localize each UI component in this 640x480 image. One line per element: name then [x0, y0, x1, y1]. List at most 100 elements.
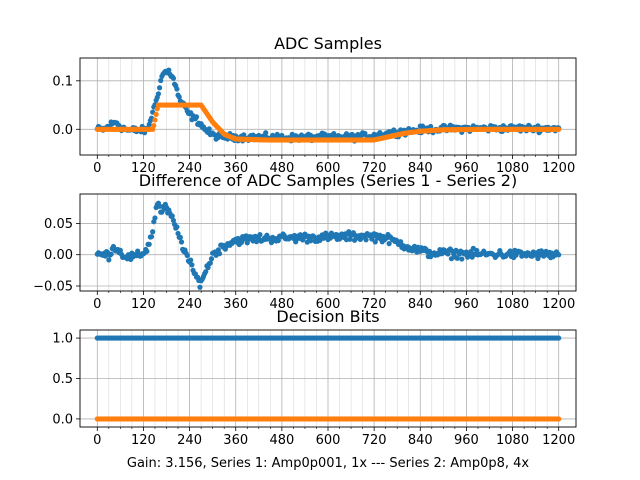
series-series-2 [94, 416, 562, 422]
footer-caption: Gain: 3.156, Series 1: Amp0p001, 1x --- … [127, 456, 530, 471]
x-tick-label: 1080 [496, 297, 529, 312]
data-point [178, 239, 185, 245]
axes-frame [79, 57, 577, 156]
data-point [153, 111, 159, 117]
y-tick-label: 0.1 [52, 74, 73, 89]
data-point [155, 91, 162, 97]
x-tick-label: 120 [131, 433, 156, 448]
data-point [362, 130, 368, 137]
data-point [174, 86, 180, 92]
data-point [454, 255, 460, 261]
x-tick-label: 0 [93, 297, 101, 312]
x-tick-label: 720 [362, 297, 387, 312]
x-tick-label: 480 [269, 297, 294, 312]
chart-title-difference: Difference of ADC Samples (Series 1 - Se… [139, 171, 517, 190]
data-point [372, 239, 378, 245]
y-tick-label: 0.5 [52, 372, 73, 387]
x-tick-label: 1080 [496, 433, 529, 448]
data-point [170, 75, 177, 81]
axes-frame [79, 193, 577, 292]
data-point [216, 251, 223, 257]
x-tick-label: 1080 [496, 161, 529, 176]
data-point [556, 335, 562, 341]
x-tick-label: 840 [408, 433, 433, 448]
y-tick-label: 0.0 [52, 412, 73, 427]
x-tick-label: 360 [223, 297, 248, 312]
axes-frame [79, 329, 577, 428]
data-point [156, 85, 163, 91]
data-point [106, 257, 112, 263]
x-tick-label: 840 [408, 297, 433, 312]
data-point [556, 416, 562, 422]
data-point [208, 256, 215, 262]
panel-decision-bits: 0 120 240 360 480 600 720 840 960 1080 1200 0.0 0.5 1… [52, 329, 577, 448]
data-point [556, 252, 562, 258]
data-point [148, 234, 155, 240]
x-tick-label: 480 [269, 433, 294, 448]
data-point [166, 67, 172, 73]
data-point [346, 229, 352, 235]
data-point [257, 232, 263, 238]
x-tick-label: 1200 [542, 433, 575, 448]
data-point [203, 269, 209, 275]
x-tick-label: 960 [454, 297, 479, 312]
data-point [108, 251, 114, 257]
data-point [197, 284, 203, 290]
data-point [152, 117, 158, 123]
x-tick-label: 360 [223, 433, 248, 448]
x-tick-label: 240 [177, 161, 202, 176]
data-point [117, 247, 123, 253]
data-point [445, 251, 451, 257]
x-tick-label: 600 [316, 433, 341, 448]
data-point [174, 224, 180, 230]
x-tick-label: 360 [223, 161, 248, 176]
x-tick-label: 600 [316, 297, 341, 312]
series-series-2 [94, 102, 562, 143]
panel-adc-samples: 0 120 240 360 480 600 720 840 960 1080 1200 0.0 0.1 [52, 57, 577, 176]
x-tick-label: 960 [454, 161, 479, 176]
data-point [207, 260, 213, 266]
data-point [144, 248, 150, 254]
data-point [189, 262, 195, 268]
x-tick-label: 600 [316, 161, 341, 176]
x-tick-label: 840 [408, 161, 433, 176]
y-tick-label: −0.05 [33, 279, 73, 294]
data-point [428, 123, 434, 130]
data-point [474, 247, 480, 254]
chart-title-decision-bits: Decision Bits [276, 307, 379, 326]
data-point [177, 234, 183, 240]
data-point [398, 239, 404, 245]
data-point [459, 256, 465, 262]
x-tick-label: 0 [93, 161, 101, 176]
x-tick-label: 720 [362, 161, 387, 176]
data-point [151, 122, 157, 129]
data-point [152, 215, 158, 221]
data-point [184, 252, 190, 259]
data-point [170, 217, 177, 224]
x-tick-label: 0 [93, 433, 101, 448]
data-point [176, 94, 182, 100]
data-point [556, 126, 562, 132]
data-point [241, 132, 247, 138]
x-tick-label: 960 [454, 433, 479, 448]
data-point [206, 126, 212, 132]
y-tick-label: 0.00 [44, 248, 73, 263]
data-point [188, 257, 194, 263]
data-point [308, 238, 314, 244]
x-tick-label: 720 [362, 433, 387, 448]
x-tick-label: 1200 [542, 161, 575, 176]
y-tick-label: 0.05 [44, 217, 73, 232]
chart-title-adc-samples: ADC Samples [274, 34, 382, 53]
data-point [363, 237, 369, 243]
x-tick-label: 120 [131, 297, 156, 312]
data-point [193, 114, 200, 120]
x-tick-label: 1200 [542, 297, 575, 312]
data-point [275, 237, 281, 244]
data-point [263, 130, 269, 136]
x-tick-label: 240 [177, 297, 202, 312]
y-tick-label: 0.0 [52, 123, 73, 138]
data-point [169, 213, 175, 219]
y-tick-label: 1.0 [52, 332, 73, 347]
data-point [215, 134, 222, 141]
x-tick-label: 240 [177, 433, 202, 448]
